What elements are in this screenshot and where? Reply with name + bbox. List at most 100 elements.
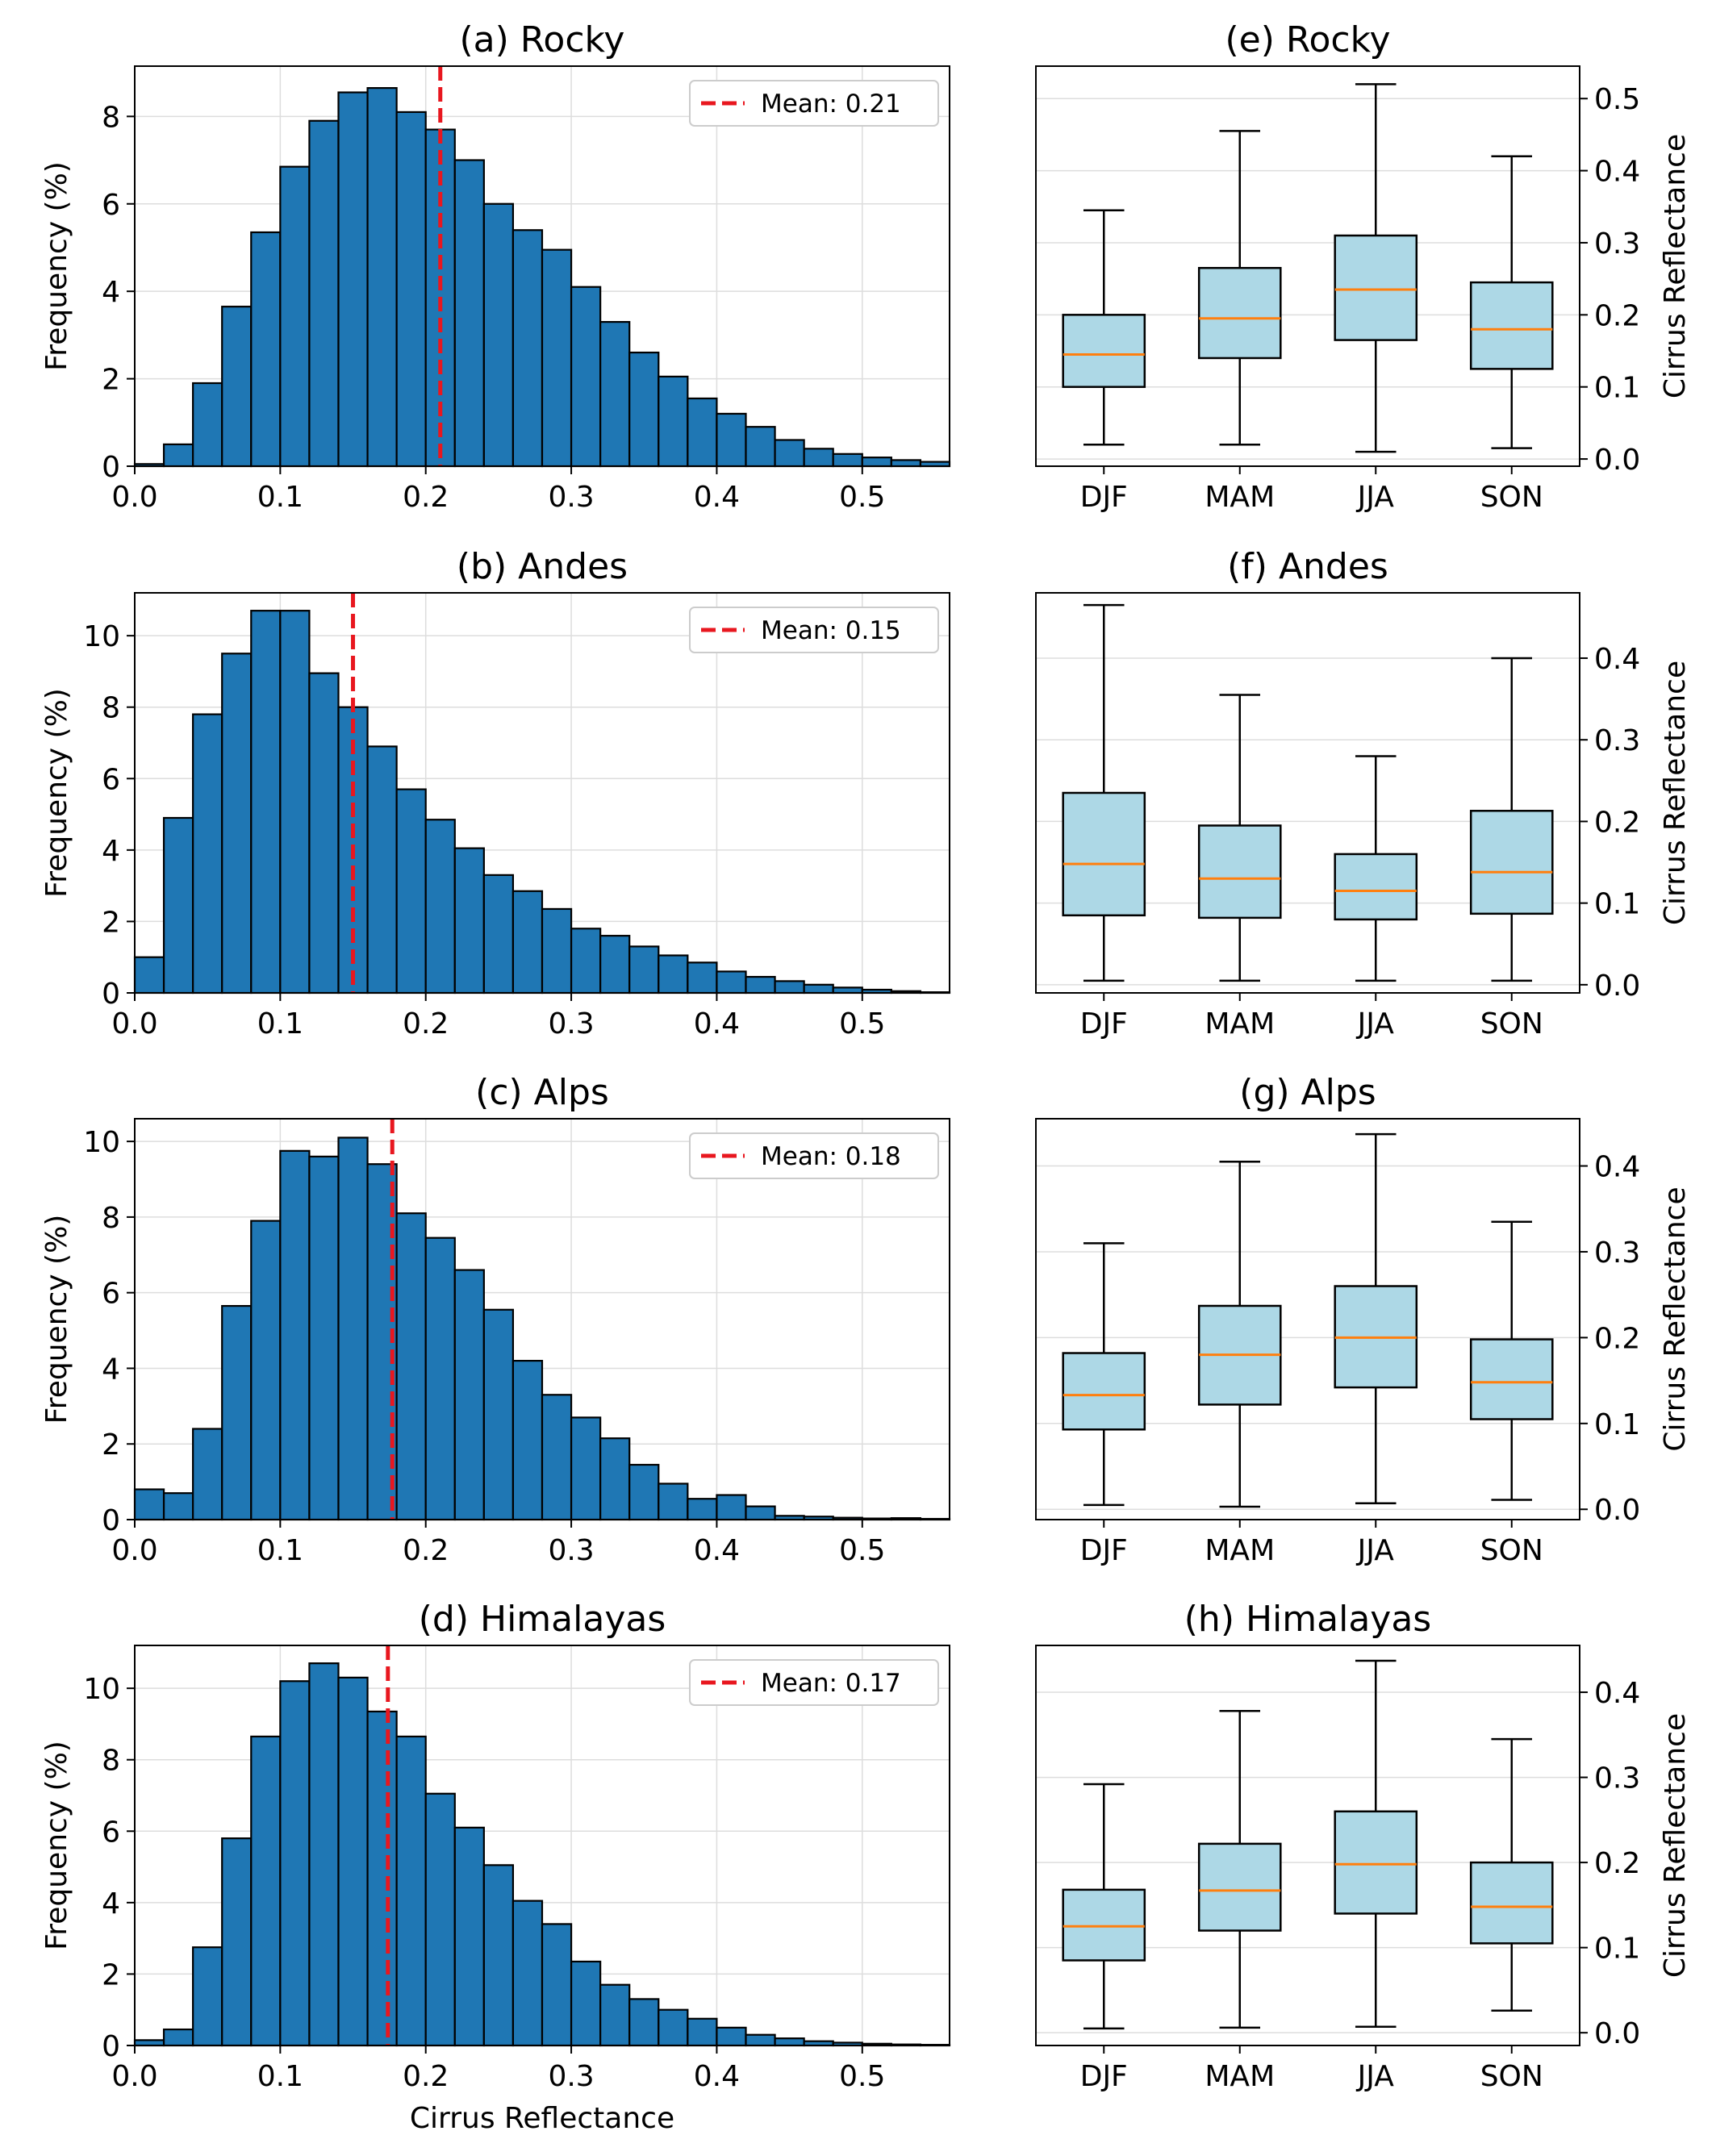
- chart-title: (e) Rocky: [1225, 19, 1390, 60]
- box-jja: [1334, 1132, 1418, 1505]
- chart-title: (f) Andes: [1227, 546, 1388, 587]
- histogram-bar: [453, 847, 485, 995]
- x-tick-label: JJA: [1356, 2060, 1395, 2093]
- histogram-bar: [890, 459, 922, 468]
- histogram-bar: [687, 961, 718, 995]
- axes-frame: [134, 65, 950, 467]
- y-tick-label: 0.4: [1594, 643, 1640, 676]
- chart-panel-1: (a) Rocky 0.0 0.1 0.2 0.3 0.4 0.5 0 2 4 6 8 Frequenc…: [40, 19, 951, 514]
- x-tick-label: DJF: [1080, 1534, 1128, 1567]
- iqr-box: [1062, 1888, 1146, 1962]
- histogram-bar: [162, 2028, 194, 2047]
- y-tick-label: 0.4: [1594, 156, 1640, 189]
- histogram-bar: [221, 1304, 253, 1521]
- iqr-box: [1197, 824, 1282, 920]
- x-tick-label: 0.3: [548, 1007, 594, 1040]
- histogram-bar: [424, 819, 456, 995]
- legend-entry: Mean: 0.18: [761, 1142, 901, 1171]
- histogram-bar: [716, 970, 747, 995]
- histogram-bar: [133, 1488, 165, 1521]
- histogram-bar: [541, 907, 573, 995]
- box-mam: [1197, 1710, 1282, 2029]
- x-axis-label: Cirrus Reflectance: [410, 2102, 674, 2135]
- box-djf: [1062, 1242, 1146, 1507]
- y-axis-label: Cirrus Reflectance: [1659, 134, 1692, 398]
- legend-box: [689, 1132, 939, 1179]
- x-tick-label: DJF: [1080, 1007, 1128, 1040]
- chart-panel-3: (c) Alps 0.0 0.1 0.2 0.3 0.4 0.5 0 2 4 6 8 10 Frequen…: [40, 1072, 951, 1567]
- chart-title: (b) Andes: [457, 546, 628, 587]
- box-mam: [1197, 694, 1282, 982]
- histogram-bar: [221, 306, 253, 468]
- x-tick-label: 0.1: [257, 481, 303, 514]
- y-axis-label: Cirrus Reflectance: [1659, 1186, 1692, 1451]
- histogram-bar: [133, 956, 165, 995]
- iqr-box: [1334, 1810, 1418, 1915]
- iqr-box: [1197, 1842, 1282, 1932]
- histogram-bar: [570, 1416, 602, 1521]
- x-tick-label: 0.1: [257, 2060, 303, 2093]
- histogram-bar: [453, 159, 485, 468]
- histogram-bar: [774, 980, 805, 995]
- axes-frame: [134, 592, 950, 994]
- y-tick-label: 4: [102, 835, 120, 868]
- histogram-bar: [482, 1308, 515, 1521]
- histogram-bar: [803, 448, 834, 468]
- y-tick-label: 0: [102, 978, 120, 1011]
- x-tick-label: 0.5: [839, 481, 885, 514]
- chart-title: (d) Himalayas: [419, 1599, 666, 1640]
- x-tick-label: JJA: [1356, 1534, 1395, 1567]
- y-tick-label: 10: [83, 620, 120, 653]
- histogram-bar: [774, 439, 805, 468]
- x-tick-label: JJA: [1356, 481, 1395, 514]
- y-tick-label: 2: [102, 364, 120, 397]
- histogram-bar: [628, 1463, 660, 1521]
- histogram-bar: [250, 610, 282, 995]
- x-tick-label: SON: [1480, 1534, 1543, 1567]
- y-tick-label: 8: [102, 1745, 120, 1778]
- box-son: [1469, 657, 1554, 982]
- histogram-bar: [395, 111, 427, 468]
- x-tick-label: 0.5: [839, 2060, 885, 2093]
- histogram-bar: [366, 745, 398, 995]
- x-tick-label: MAM: [1205, 1534, 1275, 1567]
- y-axis-label: Frequency (%): [40, 1741, 73, 1950]
- histogram-bar: [599, 1983, 631, 2047]
- legend: Mean: 0.15: [689, 607, 939, 653]
- histogram-bar: [337, 91, 369, 468]
- histogram-bar: [745, 426, 776, 468]
- histogram-bar: [308, 119, 340, 468]
- y-axis-label: Cirrus Reflectance: [1659, 1713, 1692, 1978]
- iqr-box: [1469, 1338, 1554, 1420]
- legend-box: [689, 80, 939, 127]
- y-tick-label: 6: [102, 189, 120, 222]
- y-tick-label: 0.3: [1594, 1236, 1640, 1270]
- histogram-bar: [308, 1662, 340, 2047]
- y-tick-label: 4: [102, 276, 120, 309]
- axes-frame: [1035, 1645, 1580, 2046]
- box-jja: [1334, 1659, 1418, 2029]
- x-tick-label: DJF: [1080, 481, 1128, 514]
- histogram-bar: [162, 816, 194, 995]
- box-son: [1469, 155, 1554, 449]
- histogram-bar: [337, 1676, 369, 2047]
- y-tick-label: 8: [102, 692, 120, 725]
- histogram-bar: [366, 1710, 398, 2047]
- iqr-box: [1197, 266, 1282, 360]
- x-tick-label: MAM: [1205, 2060, 1275, 2093]
- chart-title: (g) Alps: [1239, 1072, 1376, 1113]
- histogram-bar: [599, 1437, 631, 1521]
- y-tick-label: 2: [102, 906, 120, 939]
- chart-panel-4: (d) Himalayas 0.0 0.1 0.2 0.3 0.4 0.5 0 2 4 6 8 10 Fr…: [40, 1599, 951, 2135]
- iqr-box: [1469, 1861, 1554, 1945]
- chart-title: (c) Alps: [475, 1072, 609, 1113]
- y-tick-label: 0.2: [1594, 1847, 1640, 1880]
- histogram-bar: [716, 412, 747, 468]
- histogram-bar: [453, 1269, 485, 1521]
- y-tick-label: 0.1: [1594, 888, 1640, 921]
- iqr-box: [1062, 314, 1146, 388]
- box-son: [1469, 1220, 1554, 1501]
- histogram-bar: [308, 672, 340, 995]
- y-axis-label: Frequency (%): [40, 1215, 73, 1424]
- histogram-bar: [716, 1494, 747, 1521]
